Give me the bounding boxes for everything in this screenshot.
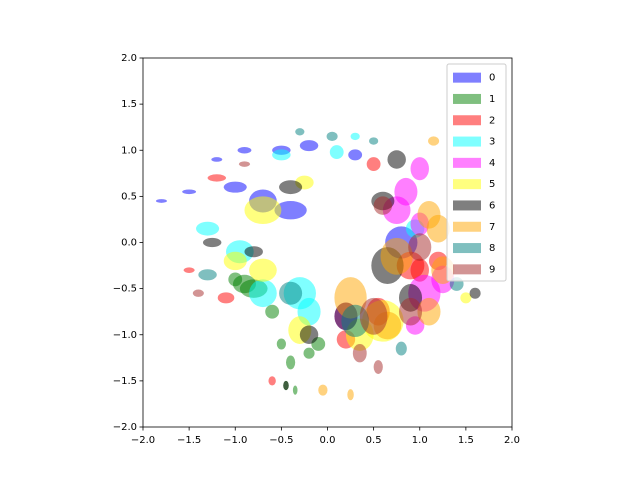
ellipse-marker: [369, 137, 379, 145]
ellipse-marker: [408, 233, 432, 261]
x-tick-label: 0.0: [320, 435, 336, 446]
ellipse-marker: [223, 251, 247, 271]
ellipse-marker: [207, 174, 227, 182]
ellipse-marker: [285, 355, 296, 370]
ellipse-marker: [276, 338, 286, 350]
ellipse-marker: [202, 237, 222, 248]
ellipse-marker: [347, 389, 354, 401]
x-tick-label: 0.5: [366, 435, 382, 446]
ellipse-marker: [292, 385, 298, 395]
x-tick-label: −2.0: [131, 435, 155, 446]
ellipse-marker: [228, 272, 243, 287]
y-tick-label: 0.5: [121, 191, 137, 202]
ellipse-marker: [460, 292, 472, 304]
ellipse-marker: [469, 287, 481, 299]
ellipse-marker: [387, 150, 406, 169]
y-tick-label: 1.0: [121, 145, 137, 156]
legend-label: 9: [489, 264, 495, 275]
ellipse-marker: [272, 149, 291, 161]
ellipse-marker: [183, 267, 195, 273]
ellipse-marker: [223, 181, 247, 193]
x-tick-label: 1.0: [412, 435, 428, 446]
legend-swatch: [453, 221, 481, 232]
legend-swatch: [453, 200, 481, 211]
ellipse-marker: [428, 136, 440, 146]
legend-label: 8: [489, 243, 495, 254]
legend-swatch: [453, 115, 481, 126]
ellipse-marker: [198, 269, 217, 281]
ellipse-marker: [299, 325, 319, 344]
ellipse-marker: [249, 258, 277, 282]
ellipse-marker: [283, 380, 289, 391]
legend-label: 5: [489, 179, 495, 190]
x-tick-label: 1.5: [458, 435, 474, 446]
legend-label: 7: [489, 222, 495, 233]
legend-label: 0: [489, 73, 495, 84]
ellipse-marker: [417, 297, 441, 326]
ellipse-marker: [380, 237, 413, 275]
ellipse-marker: [211, 157, 223, 162]
legend-swatch: [453, 136, 481, 147]
y-tick-label: 2.0: [121, 53, 137, 64]
y-tick-label: −1.5: [113, 376, 137, 387]
x-tick-label: −1.0: [223, 435, 247, 446]
ellipse-marker: [373, 196, 393, 215]
ellipse-marker: [373, 360, 383, 374]
legend: 0 1 2 3 4 5 6 7 8 9: [446, 63, 507, 282]
ellipse-marker: [274, 200, 307, 220]
legend-label: 2: [489, 115, 495, 126]
ellipse-marker: [299, 140, 319, 152]
legend-swatch: [453, 264, 481, 275]
ellipse-marker: [350, 132, 360, 141]
ellipse-marker: [366, 157, 381, 172]
y-tick-label: −0.5: [113, 284, 137, 295]
legend-swatch: [453, 179, 481, 190]
ellipse-marker: [303, 347, 315, 359]
ellipse-marker: [244, 196, 282, 225]
ellipse-marker: [217, 292, 235, 304]
y-tick-label: −2.0: [113, 422, 137, 433]
ellipse-marker: [279, 180, 303, 195]
ellipse-marker: [155, 199, 167, 203]
legend-swatch: [453, 93, 481, 104]
ellipse-marker: [318, 384, 328, 396]
ellipse-marker: [244, 246, 263, 258]
legend-label: 1: [489, 94, 495, 105]
ellipse-marker: [279, 281, 303, 305]
ellipse-marker: [348, 149, 363, 161]
legend-label: 4: [489, 158, 495, 169]
ellipse-marker: [249, 279, 277, 308]
ellipse-marker: [352, 343, 367, 363]
legend-swatch: [453, 243, 481, 254]
ellipse-marker: [196, 221, 220, 236]
ellipse-marker: [295, 128, 305, 136]
y-tick-label: 0.0: [121, 238, 137, 249]
ellipse-marker: [182, 189, 197, 195]
ellipse-marker: [238, 161, 251, 167]
legend-label: 3: [489, 137, 495, 148]
ellipse-marker: [395, 341, 407, 356]
legend-label: 6: [489, 200, 495, 211]
ellipse-marker: [410, 157, 429, 181]
legend-swatch: [453, 157, 481, 168]
ellipse-marker: [359, 297, 388, 335]
x-tick-label: 2.0: [504, 435, 520, 446]
y-tick-label: −1.0: [113, 330, 137, 341]
ellipse-marker: [265, 304, 280, 319]
x-tick-label: −0.5: [269, 435, 293, 446]
ellipse-marker: [329, 145, 344, 160]
y-tick-label: 1.5: [121, 99, 137, 110]
ellipse-marker: [398, 297, 423, 326]
legend-swatch: [453, 72, 481, 83]
ellipse-marker: [426, 214, 450, 243]
ellipse-marker: [326, 131, 338, 142]
ellipse-marker: [268, 376, 276, 386]
ellipse-marker: [237, 147, 252, 154]
x-tick-label: −1.5: [177, 435, 201, 446]
ellipse-marker: [192, 289, 204, 297]
